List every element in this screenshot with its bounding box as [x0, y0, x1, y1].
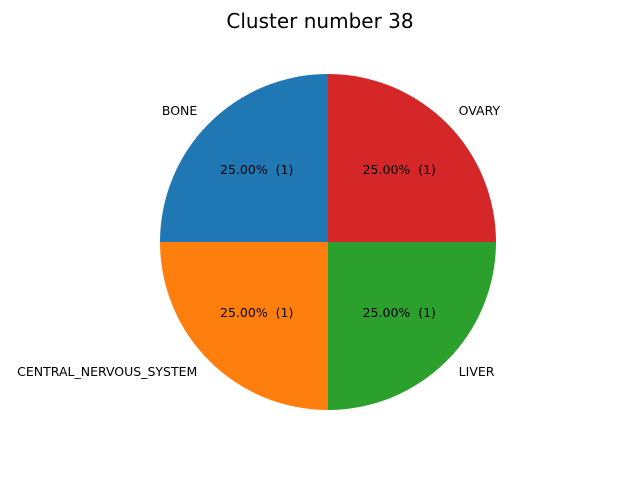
slice-percent-central-nervous-system: 25.00% (1): [220, 305, 293, 320]
slice-label-central-nervous-system: CENTRAL_NERVOUS_SYSTEM: [17, 364, 197, 379]
chart-title: Cluster number 38: [226, 9, 413, 33]
pie-slices: [160, 74, 496, 410]
pie-slice-liver: [328, 242, 496, 410]
slice-percent-ovary: 25.00% (1): [363, 162, 436, 177]
pie-slice-bone: [160, 74, 328, 242]
slice-percent-bone: 25.00% (1): [220, 162, 293, 177]
slice-percent-liver: 25.00% (1): [363, 305, 436, 320]
pie-slice-central-nervous-system: [160, 242, 328, 410]
slice-label-liver: LIVER: [459, 364, 495, 379]
slice-label-bone: BONE: [162, 103, 198, 118]
pie-labels: BONE 25.00% (1) CENTRAL_NERVOUS_SYSTEM 25.0…: [17, 103, 500, 379]
pie-slice-ovary: [328, 74, 496, 242]
slice-label-ovary: OVARY: [459, 103, 501, 118]
